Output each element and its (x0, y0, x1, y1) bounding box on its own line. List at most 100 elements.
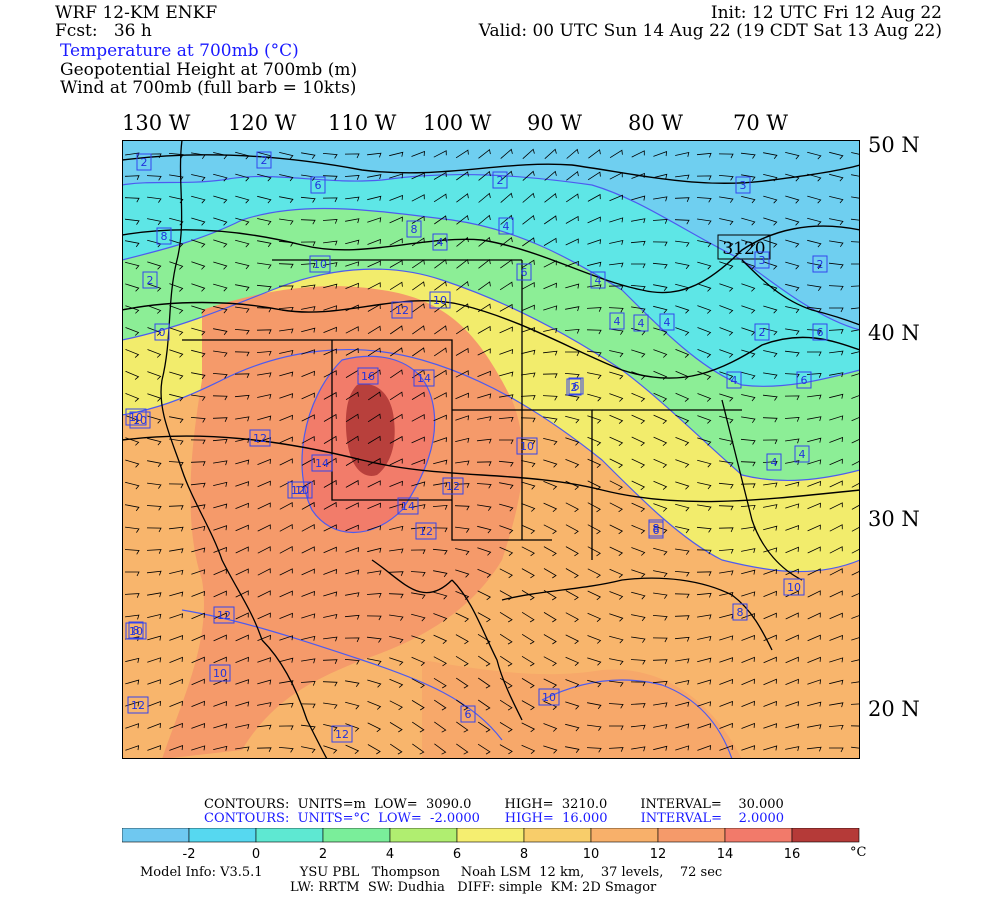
wind-barb (851, 504, 860, 510)
temperature-label: 3 (754, 251, 770, 269)
wind-barb (367, 413, 381, 423)
wind-barb (477, 677, 491, 689)
wind-barb (367, 547, 382, 553)
wind-barb (521, 722, 536, 733)
wind-barb (191, 612, 205, 620)
wind-barb (257, 590, 271, 598)
wind-barb (741, 217, 756, 226)
wind-barb (829, 240, 844, 248)
wind-barb (213, 568, 227, 576)
wind-barb (367, 174, 382, 180)
wind-barb (300, 263, 316, 268)
lat-label: 30 N (868, 507, 920, 531)
wind-barb (125, 305, 140, 314)
wind-barb (565, 459, 580, 468)
wind-barb (763, 261, 778, 270)
wind-barb (565, 568, 579, 579)
wind-barb (697, 437, 712, 446)
svg-text:6: 6 (573, 380, 580, 393)
colorbar-swatch (322, 828, 391, 843)
svg-text:10: 10 (129, 411, 143, 424)
wind-barb (631, 306, 646, 314)
wind-barb (257, 612, 271, 620)
wind-barb (543, 568, 557, 579)
coastlines-borders (160, 140, 860, 759)
svg-text:12: 12 (217, 609, 231, 622)
wind-barb (851, 460, 860, 466)
wind-barb (828, 285, 844, 291)
wind-barb (719, 261, 734, 270)
wind-barb (367, 480, 381, 488)
wind-barb (257, 724, 272, 730)
wind-barb (719, 460, 734, 467)
wind-barb (344, 153, 360, 159)
wind-barb (168, 483, 184, 489)
wind-barb (565, 634, 580, 645)
wind-barb (587, 480, 602, 491)
wind-barb (521, 700, 535, 711)
wind-barb (520, 395, 536, 400)
wind-barb (235, 217, 250, 226)
wind-barb (851, 614, 860, 619)
temperature-label: 16 (357, 367, 379, 385)
wind-barb (455, 415, 470, 421)
wind-barb (412, 303, 425, 313)
colorbar-tick: 8 (520, 847, 528, 862)
wind-barb (389, 548, 404, 554)
wind-barb (257, 679, 272, 685)
wind-barb (367, 152, 382, 158)
wind-barb (763, 327, 778, 336)
wind-barb (631, 172, 645, 179)
wind-barb (499, 590, 513, 601)
wind-barb (609, 613, 624, 622)
wind-barb (323, 724, 338, 732)
wind-barb (434, 215, 447, 225)
wind-barb (257, 218, 272, 226)
wind-barb (389, 325, 403, 335)
wind-barb (432, 548, 448, 555)
temperature-label: 10 (129, 411, 151, 429)
svg-text:14: 14 (401, 500, 415, 513)
wind-barb (851, 659, 860, 662)
wind-barb (829, 350, 844, 356)
wind-barb (213, 328, 228, 336)
wind-barb (212, 417, 228, 422)
wind-barb (169, 261, 184, 270)
wind-barb (300, 703, 316, 709)
svg-text:12: 12 (419, 525, 433, 538)
wind-barb (147, 415, 162, 424)
wind-barb (213, 152, 228, 160)
wind-barb (124, 218, 140, 225)
wind-barb (433, 171, 447, 180)
wind-barb (719, 591, 734, 597)
wind-barb (411, 656, 426, 667)
wind-barb (476, 483, 492, 489)
wind-barb (235, 502, 249, 509)
wind-barb (146, 153, 162, 159)
wind-barb (653, 724, 668, 729)
wind-barb (587, 679, 602, 688)
wind-barb (410, 549, 426, 555)
wind-barb (389, 722, 403, 733)
wind-barb (235, 239, 250, 248)
wind-barb (785, 217, 800, 226)
wind-barb (631, 371, 646, 380)
wind-barb (169, 393, 184, 402)
wind-barb (544, 148, 557, 159)
wind-barb (499, 503, 514, 512)
wind-barb (653, 349, 668, 358)
wind-barb (323, 413, 337, 422)
svg-text:4: 4 (799, 448, 806, 461)
wind-barb (499, 699, 513, 711)
colorbar-swatch (791, 828, 860, 843)
wind-barb (191, 394, 206, 401)
wind-barb (125, 657, 140, 663)
wind-barb (345, 413, 359, 423)
wind-barb (719, 239, 734, 248)
wind-barb (323, 262, 338, 268)
wind-barb (213, 678, 227, 685)
wind-barb (323, 546, 337, 554)
wind-barb (697, 635, 712, 641)
wind-barb (850, 218, 860, 221)
